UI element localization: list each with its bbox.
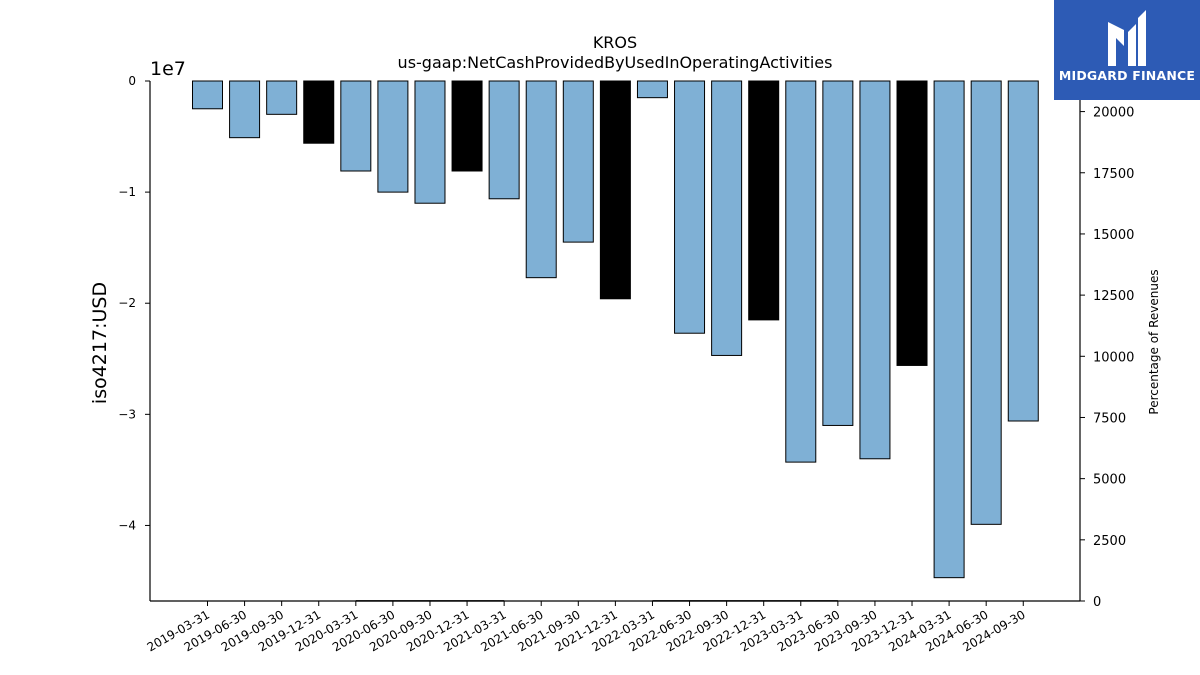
- bar: [414, 80, 446, 204]
- logo-mark-icon: [1108, 10, 1146, 66]
- chart-subtitle: us-gaap:NetCashProvidedByUsedInOperating…: [398, 53, 833, 72]
- bar: [933, 80, 965, 579]
- y-tick-label: 0: [128, 74, 136, 88]
- bar: [451, 80, 483, 172]
- bar: [859, 80, 891, 460]
- y2-tick-label: 5000: [1093, 473, 1126, 488]
- bar: [970, 80, 1002, 525]
- y2-tick-label: 15000: [1093, 228, 1134, 243]
- logo-text: MIDGARD FINANCE: [1058, 68, 1196, 83]
- y2-tick-label: 2500: [1093, 534, 1126, 549]
- y2-tick-label: 20000: [1093, 106, 1134, 121]
- y-tick-label: −3: [118, 407, 136, 421]
- bar: [599, 80, 631, 300]
- bar: [674, 80, 706, 334]
- chart-title: KROS: [593, 33, 637, 52]
- bar: [192, 80, 223, 110]
- y2-tick-label: 7500: [1093, 411, 1126, 426]
- y-tick-label: −1: [118, 185, 136, 199]
- y2-tick-label: 10000: [1093, 350, 1134, 365]
- bar: [822, 80, 854, 426]
- bar: [229, 80, 261, 139]
- bar: [488, 80, 520, 200]
- y2-tick-label: 0: [1093, 595, 1101, 610]
- bar: [896, 80, 928, 366]
- y2-tick-label: 12500: [1093, 289, 1134, 304]
- bar: [266, 80, 298, 115]
- bar: [636, 80, 668, 99]
- y2-tick-label: 17500: [1093, 167, 1134, 182]
- bar: [562, 80, 594, 243]
- bar: [748, 80, 780, 321]
- bar: [785, 80, 817, 463]
- bar: [377, 80, 409, 193]
- bar: [1007, 80, 1039, 422]
- midgard-finance-logo: MIDGARD FINANCE: [1054, 0, 1200, 100]
- y-offset-label: 1e7: [150, 58, 186, 80]
- y2-axis-label: Percentage of Revenues: [1147, 269, 1161, 414]
- bar: [711, 80, 743, 356]
- y-axis-label: iso4217:USD: [89, 282, 111, 404]
- y-tick-label: −2: [118, 296, 136, 310]
- bar: [303, 80, 335, 144]
- bar: [525, 80, 557, 279]
- y-tick-label: −4: [118, 518, 136, 532]
- bar: [340, 80, 372, 172]
